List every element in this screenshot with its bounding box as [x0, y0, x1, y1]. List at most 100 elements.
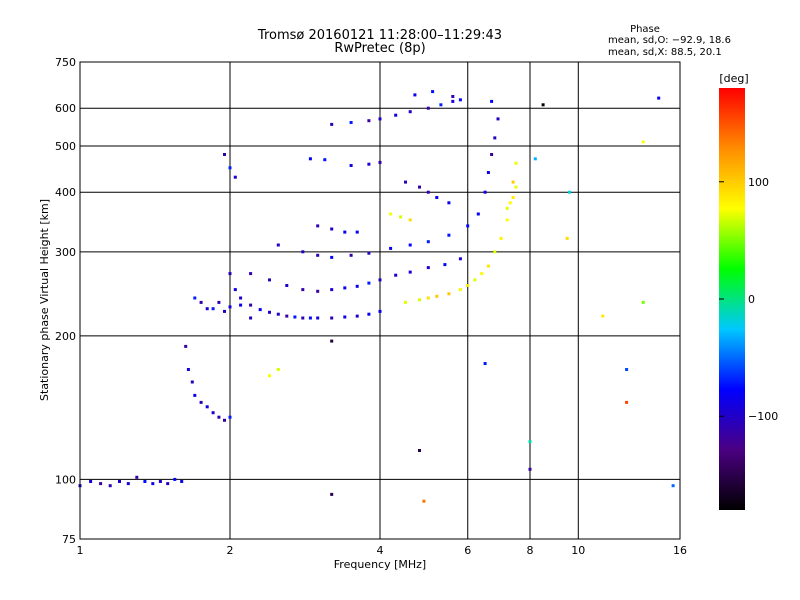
y-tick-label: 600: [55, 102, 76, 115]
data-point-x: [511, 196, 515, 199]
data-point-o: [151, 482, 155, 486]
data-point-scattered: [422, 499, 426, 503]
colorbar-tick-label: 100: [748, 176, 769, 189]
colorbar-tick-label: 0: [748, 293, 755, 306]
data-point-x: [458, 288, 462, 292]
data-point-scattered: [533, 157, 537, 161]
data-point-o: [301, 288, 305, 292]
data-point-o: [413, 93, 417, 97]
data-point-o: [458, 257, 462, 261]
data-point-o: [180, 480, 184, 483]
data-point-o: [316, 316, 320, 320]
data-point-scattered: [565, 236, 569, 240]
data-point-o: [158, 480, 162, 483]
data-point-o: [199, 300, 203, 304]
data-point-x: [514, 161, 518, 165]
data-point-o: [378, 160, 382, 164]
y-tick-label: 75: [62, 533, 76, 546]
data-point-o: [435, 196, 439, 199]
data-point-scattered: [601, 314, 605, 318]
x-tick-label: 6: [464, 544, 471, 557]
data-point-o: [239, 296, 243, 300]
data-point-x: [514, 185, 518, 189]
phase-stats-heading: Phase: [630, 24, 660, 35]
data-point-o: [447, 233, 451, 237]
data-point-x: [276, 368, 280, 371]
data-point-o: [349, 253, 353, 257]
phase-stats-x-mode: mean, sd,X: 88.5, 20.1: [608, 47, 722, 58]
data-point-o: [143, 480, 147, 483]
data-point-o: [476, 212, 480, 216]
data-point-x: [389, 212, 393, 216]
data-point-o: [205, 405, 209, 409]
data-point-x: [499, 236, 503, 240]
data-point-scattered: [625, 400, 629, 404]
data-point-x: [473, 278, 477, 282]
data-point-o: [451, 99, 455, 103]
data-point-o: [228, 166, 232, 170]
x-tick-label: 8: [527, 544, 534, 557]
data-point-o: [426, 190, 430, 194]
data-point-o: [490, 99, 494, 103]
data-point-o: [343, 315, 347, 319]
data-point-o: [367, 312, 371, 316]
data-point-o: [223, 418, 226, 422]
data-point-x: [466, 284, 470, 287]
data-point-o: [276, 312, 280, 316]
chart-subtitle: RwPretec (8p): [334, 41, 425, 56]
grid-lines: [80, 62, 680, 539]
data-point-o: [343, 286, 347, 290]
data-point-x: [486, 264, 490, 268]
colorbar-label: [deg]: [719, 72, 748, 85]
data-point-o: [135, 475, 139, 479]
data-point-scattered: [418, 449, 421, 452]
data-point-o: [378, 278, 382, 282]
y-axis-ticks: 75 100 200 300 400 500 600 750: [55, 56, 76, 546]
data-point-x: [505, 206, 509, 210]
data-point-o: [233, 288, 237, 292]
data-point-x: [447, 292, 451, 296]
data-point-o: [408, 270, 412, 274]
data-point-x: [511, 180, 515, 184]
x-tick-label: 10: [571, 544, 585, 557]
data-point-o: [184, 344, 188, 348]
data-point-scattered: [625, 368, 629, 371]
data-point-o: [493, 136, 497, 140]
data-point-o: [276, 243, 280, 247]
data-point-o: [404, 180, 407, 184]
data-point-o: [496, 117, 500, 121]
data-point-o: [458, 98, 462, 102]
data-point-x: [426, 296, 430, 300]
data-point-x: [399, 215, 403, 219]
data-point-o: [323, 158, 327, 162]
data-point-o: [293, 315, 297, 319]
x-tick-label: 2: [227, 544, 234, 557]
data-point-o: [486, 171, 490, 174]
data-point-o: [126, 482, 130, 486]
data-point-o: [426, 240, 430, 244]
data-point-o: [443, 263, 447, 267]
data-point-x: [404, 300, 407, 304]
data-point-o: [367, 251, 371, 255]
data-point-o: [408, 110, 412, 114]
data-point-o: [211, 307, 215, 311]
data-point-x: [480, 272, 484, 276]
colorbar-tick-label: −100: [748, 410, 778, 423]
data-point-scattered: [671, 484, 675, 488]
data-point-x: [493, 250, 497, 254]
plot-frame: [79, 61, 681, 540]
data-point-o: [228, 272, 232, 276]
y-tick-label: 750: [55, 56, 76, 69]
data-point-o: [349, 121, 353, 124]
data-point-o: [166, 482, 170, 486]
phase-stats-o-mode: mean, sd,O: −92.9, 18.6: [608, 35, 731, 46]
data-point-o: [217, 415, 221, 419]
data-point-o: [394, 113, 398, 117]
data-point-o: [426, 266, 430, 270]
data-point-o: [173, 477, 177, 481]
data-point-o: [367, 162, 371, 166]
data-point-x: [268, 374, 271, 378]
data-point-x: [418, 298, 421, 302]
y-tick-label: 300: [55, 246, 76, 259]
data-point-o: [431, 90, 435, 94]
